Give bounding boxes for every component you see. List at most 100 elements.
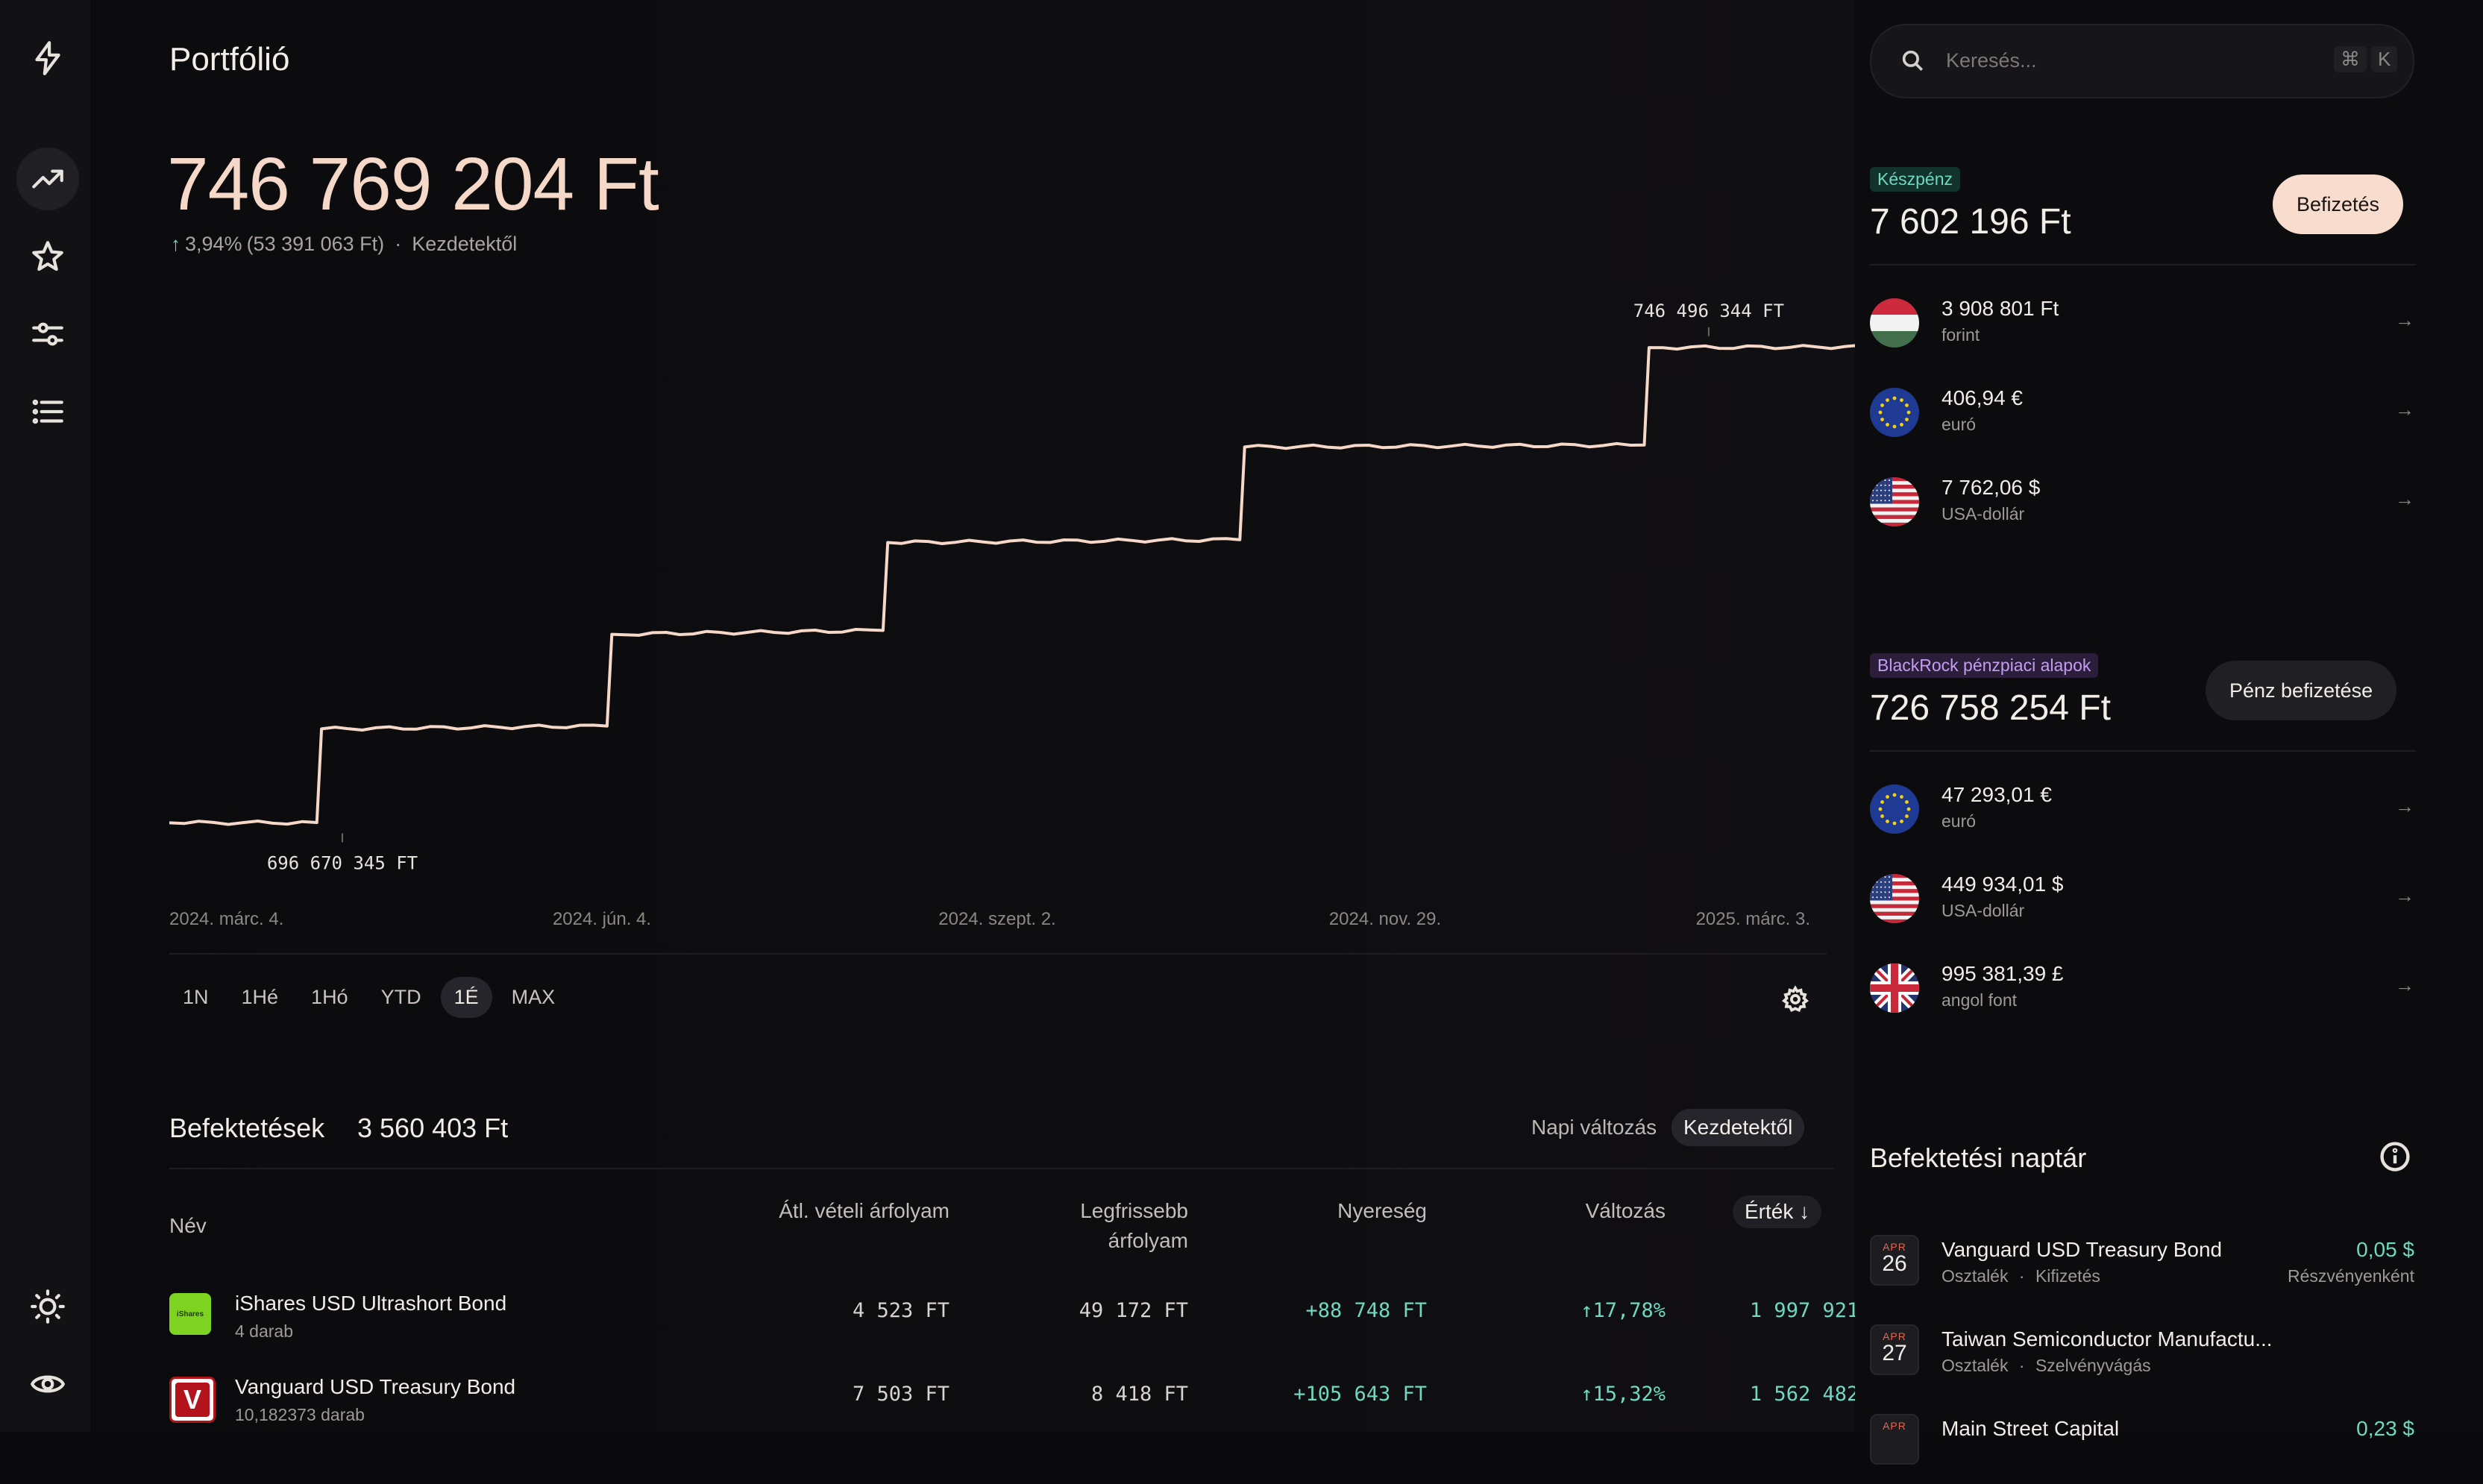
row-quantity: 4 darab (235, 1321, 294, 1341)
info-icon (2380, 1142, 2410, 1172)
portfolio-total-value: 746 769 204 Ft (167, 142, 659, 226)
row-name: iShares USD Ultrashort Bond (235, 1292, 507, 1315)
gear-icon (1781, 985, 1809, 1013)
right-panel: ⌘ K Készpénz 7 602 196 Ft Befizetés 3 90… (1855, 0, 2483, 1465)
page-title: Portfólió (169, 41, 290, 78)
transactions-list-icon[interactable] (16, 380, 79, 443)
mmf-divider (1870, 750, 2416, 752)
table-row[interactable]: V Vanguard USD Treasury Bond 10,182373 d… (169, 1372, 1895, 1447)
range-button-1hó[interactable]: 1Hó (311, 986, 348, 1008)
row-change: ↑17,78% (1580, 1299, 1666, 1322)
calendar-item-name: Vanguard USD Treasury Bond (1941, 1238, 2223, 1261)
calendar-info-button[interactable] (2379, 1140, 2411, 1173)
range-button-1é[interactable]: 1É (440, 977, 492, 1018)
account-row[interactable]: 449 934,01 $ USA-dollár → (1870, 865, 2414, 940)
portfolio-trend-icon[interactable] (16, 148, 79, 210)
row-last-price: 49 172 FT (1079, 1299, 1188, 1322)
col-header-profit[interactable]: Nyereség (1337, 1199, 1427, 1222)
account-row[interactable]: 3 908 801 Ft forint → (1870, 289, 2414, 364)
row-name: Vanguard USD Treasury Bond (235, 1375, 516, 1398)
range-button-1hé[interactable]: 1Hé (241, 986, 279, 1008)
investments-title: Befektetések (169, 1113, 325, 1143)
x-tick-label: 2024. márc. 4. (169, 909, 283, 929)
change-period: Kezdetektől (412, 233, 518, 255)
calendar-item-sep: · (2018, 1356, 2025, 1375)
calendar-item-name: Taiwan Semiconductor Manufactu... (1941, 1327, 2273, 1351)
search-input[interactable] (1944, 45, 2276, 76)
col-header-last-price-line1: Legfrissebb (1080, 1199, 1188, 1222)
account-currency: USA-dollár (1941, 504, 2025, 524)
arrow-right-icon: → (2395, 974, 2414, 996)
date-badge: APR 27 (1870, 1324, 1919, 1375)
calendar-item-amount: 0,23 $ (2356, 1417, 2414, 1440)
filters-sliders-icon[interactable] (16, 303, 79, 365)
x-tick-label: 2024. jún. 4. (553, 909, 651, 929)
table-row[interactable]: iShares iShares USD Ultrashort Bond 4 da… (169, 1289, 1895, 1363)
account-currency: euró (1941, 415, 1977, 434)
deposit-button[interactable]: Befizetés (2273, 175, 2404, 234)
cash-divider (1870, 264, 2416, 265)
calendar-item[interactable]: APR 27 Taiwan Semiconductor Manufactu...… (1870, 1320, 2414, 1395)
cash-badge: Készpénz (1870, 167, 1961, 192)
calendar-item-per: Részvényenként (2287, 1266, 2414, 1286)
sidebar (0, 0, 90, 1432)
col-header-change[interactable]: Változás (1585, 1199, 1666, 1222)
range-button-1n[interactable]: 1N (183, 986, 209, 1008)
max-value-label: 746 496 344 FT (1633, 301, 1784, 321)
shortcut-cmd-key: ⌘ (2334, 46, 2367, 72)
privacy-eye-icon[interactable] (16, 1353, 79, 1415)
portfolio-line-chart[interactable]: 746 496 344 FT 696 670 345 FT 2024. márc. … (169, 268, 1901, 940)
account-amount: 995 381,39 £ (1941, 962, 2064, 985)
range-button-max[interactable]: MAX (511, 986, 556, 1008)
date-month: APR (1883, 1420, 1906, 1432)
search-icon (1902, 50, 1924, 72)
account-row[interactable]: 406,94 € euró → (1870, 379, 2414, 453)
arrow-right-icon: → (2395, 488, 2414, 510)
cash-total: 7 602 196 Ft (1870, 202, 2071, 242)
row-profit: +88 748 FT (1305, 1299, 1427, 1322)
row-last-price: 8 418 FT (1090, 1383, 1188, 1406)
account-row[interactable]: 7 762,06 $ USA-dollár → (1870, 468, 2414, 543)
logo-bolt-icon[interactable] (16, 27, 79, 89)
portfolio-chart[interactable]: 746 496 344 FT 696 670 345 FT 2024. márc. … (169, 268, 1901, 940)
toggle-daily-change[interactable]: Napi változás (1531, 1116, 1657, 1139)
mmf-deposit-button[interactable]: Pénz befizetése (2206, 661, 2397, 720)
date-badge: APR 26 (1870, 1235, 1919, 1286)
col-header-last-price[interactable]: Legfrissebb árfolyam (994, 1196, 1188, 1256)
account-row[interactable]: 47 293,01 € euró → (1870, 776, 2414, 850)
account-amount: 47 293,01 € (1941, 783, 2052, 806)
col-header-value-sort[interactable]: Érték ↓ (1733, 1195, 1822, 1228)
date-badge: APR (1870, 1414, 1919, 1465)
chart-settings-button[interactable] (1777, 981, 1813, 1017)
search-bar[interactable]: ⌘ K (1870, 24, 2414, 98)
calendar-item-type: Osztalék (1941, 1266, 2009, 1286)
x-tick-label: 2024. szept. 2. (938, 909, 1055, 929)
min-value-label: 696 670 345 FT (267, 852, 418, 873)
date-month: APR (1883, 1241, 1906, 1253)
row-avg-price: 4 523 FT (852, 1299, 949, 1322)
col-header-avg-price[interactable]: Átl. vételi árfolyam (779, 1199, 949, 1222)
x-tick-label: 2024. nov. 29. (1329, 909, 1441, 929)
table-divider (169, 1168, 1834, 1169)
toggle-since-start[interactable]: Kezdetektől (1671, 1109, 1805, 1146)
calendar-item-amount: 0,05 $ (2356, 1238, 2414, 1261)
logo-text: V (175, 1383, 210, 1417)
account-row[interactable]: 995 381,39 £ angol font → (1870, 955, 2414, 1029)
logo-text: iShares (176, 1309, 204, 1318)
arrow-right-icon: → (2395, 884, 2414, 907)
theme-sun-icon[interactable] (16, 1275, 79, 1338)
date-day: 26 (1882, 1251, 1907, 1276)
calendar-item-name: Main Street Capital (1941, 1417, 2120, 1440)
col-header-name[interactable]: Név (169, 1214, 207, 1237)
arrow-up-icon: ↑ (171, 233, 181, 255)
main-content: Portfólió 746 769 204 Ft ↑ 3,94% (53 391… (90, 0, 1901, 1432)
arrow-right-icon: → (2395, 795, 2414, 817)
range-button-ytd[interactable]: YTD (380, 986, 421, 1008)
account-amount: 406,94 € (1941, 386, 2023, 409)
eu-flag-icon (1870, 388, 1919, 437)
portfolio-value-line[interactable] (169, 344, 1901, 826)
calendar-item[interactable]: APR 26 Vanguard USD Treasury Bond Osztal… (1870, 1230, 2414, 1305)
watchlist-star-icon[interactable] (16, 225, 79, 288)
calendar-item-sub: Osztalék · Kifizetés (1941, 1266, 2100, 1286)
calendar-item[interactable]: APR Main Street Capital 0,23 $ (1870, 1409, 2414, 1484)
